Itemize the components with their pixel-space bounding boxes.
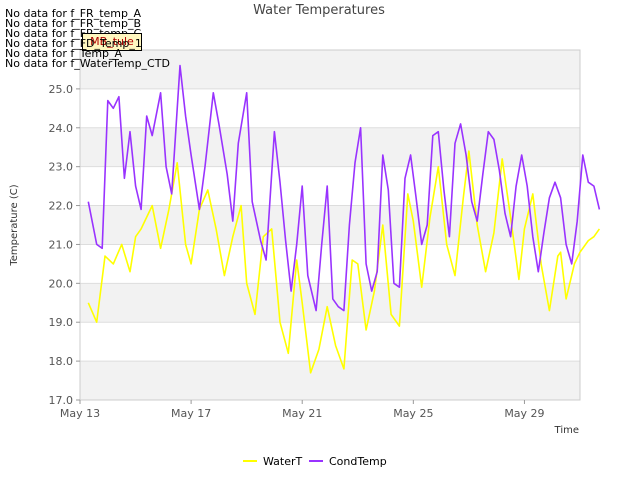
no-data-message: No data for f_WaterTemp_CTD	[5, 57, 170, 70]
x-tick-label: May 25	[393, 407, 433, 420]
no-data-message: No data for f_FR_temp_B	[5, 17, 142, 30]
series-line-condtemp	[87, 64, 601, 312]
no-data-message: No data for f_FR_temp_A	[5, 7, 141, 20]
y-tick-label: 25.0	[49, 83, 74, 96]
no-data-message: No data for f_Temp_A	[5, 47, 123, 60]
legend-label: CondTemp	[329, 455, 387, 468]
legend: WaterT CondTemp	[243, 455, 387, 468]
y-tick-label: 22.0	[49, 200, 74, 213]
y-tick-label: 18.0	[49, 355, 74, 368]
y-axis-label: Temperature (C)	[9, 184, 20, 266]
grid-bands	[80, 50, 580, 401]
y-axis-ticks: 17.0 18.0 19.0 20.0 21.0 22.0 23.0 24.0 25.0	[49, 83, 80, 407]
x-tick-label: May 13	[60, 407, 100, 420]
x-axis-label: Time	[554, 425, 579, 436]
y-tick-label: 21.0	[49, 238, 74, 251]
y-tick-label: 23.0	[49, 161, 74, 174]
plot-frame	[79, 49, 581, 401]
grid-band	[80, 361, 580, 400]
y-tick-label: 20.0	[49, 277, 74, 290]
series-line-watert	[87, 150, 601, 374]
grid-band	[80, 127, 580, 167]
grid-band	[80, 50, 580, 89]
chart-title: Water Temperatures	[253, 3, 385, 18]
no-data-message: No data for f_FD_Temp_1	[5, 37, 142, 50]
x-axis-ticks: May 13 May 17 May 21 May 25 May 29	[60, 400, 545, 420]
legend-label: WaterT	[263, 455, 303, 468]
site-tag[interactable]: MB_tule	[82, 33, 142, 51]
no-data-message: No data for f_FR_temp_C	[5, 27, 142, 40]
y-tick-label: 24.0	[49, 122, 74, 135]
grid-band	[80, 322, 580, 362]
grid-band	[80, 166, 580, 206]
x-tick-label: May 17	[171, 407, 211, 420]
y-tick-label: 17.0	[49, 394, 74, 407]
x-tick-label: May 21	[282, 407, 322, 420]
y-tick-label: 19.0	[49, 316, 74, 329]
x-tick-label: May 29	[504, 407, 544, 420]
series-lines	[87, 64, 601, 374]
grid-band	[80, 283, 580, 323]
